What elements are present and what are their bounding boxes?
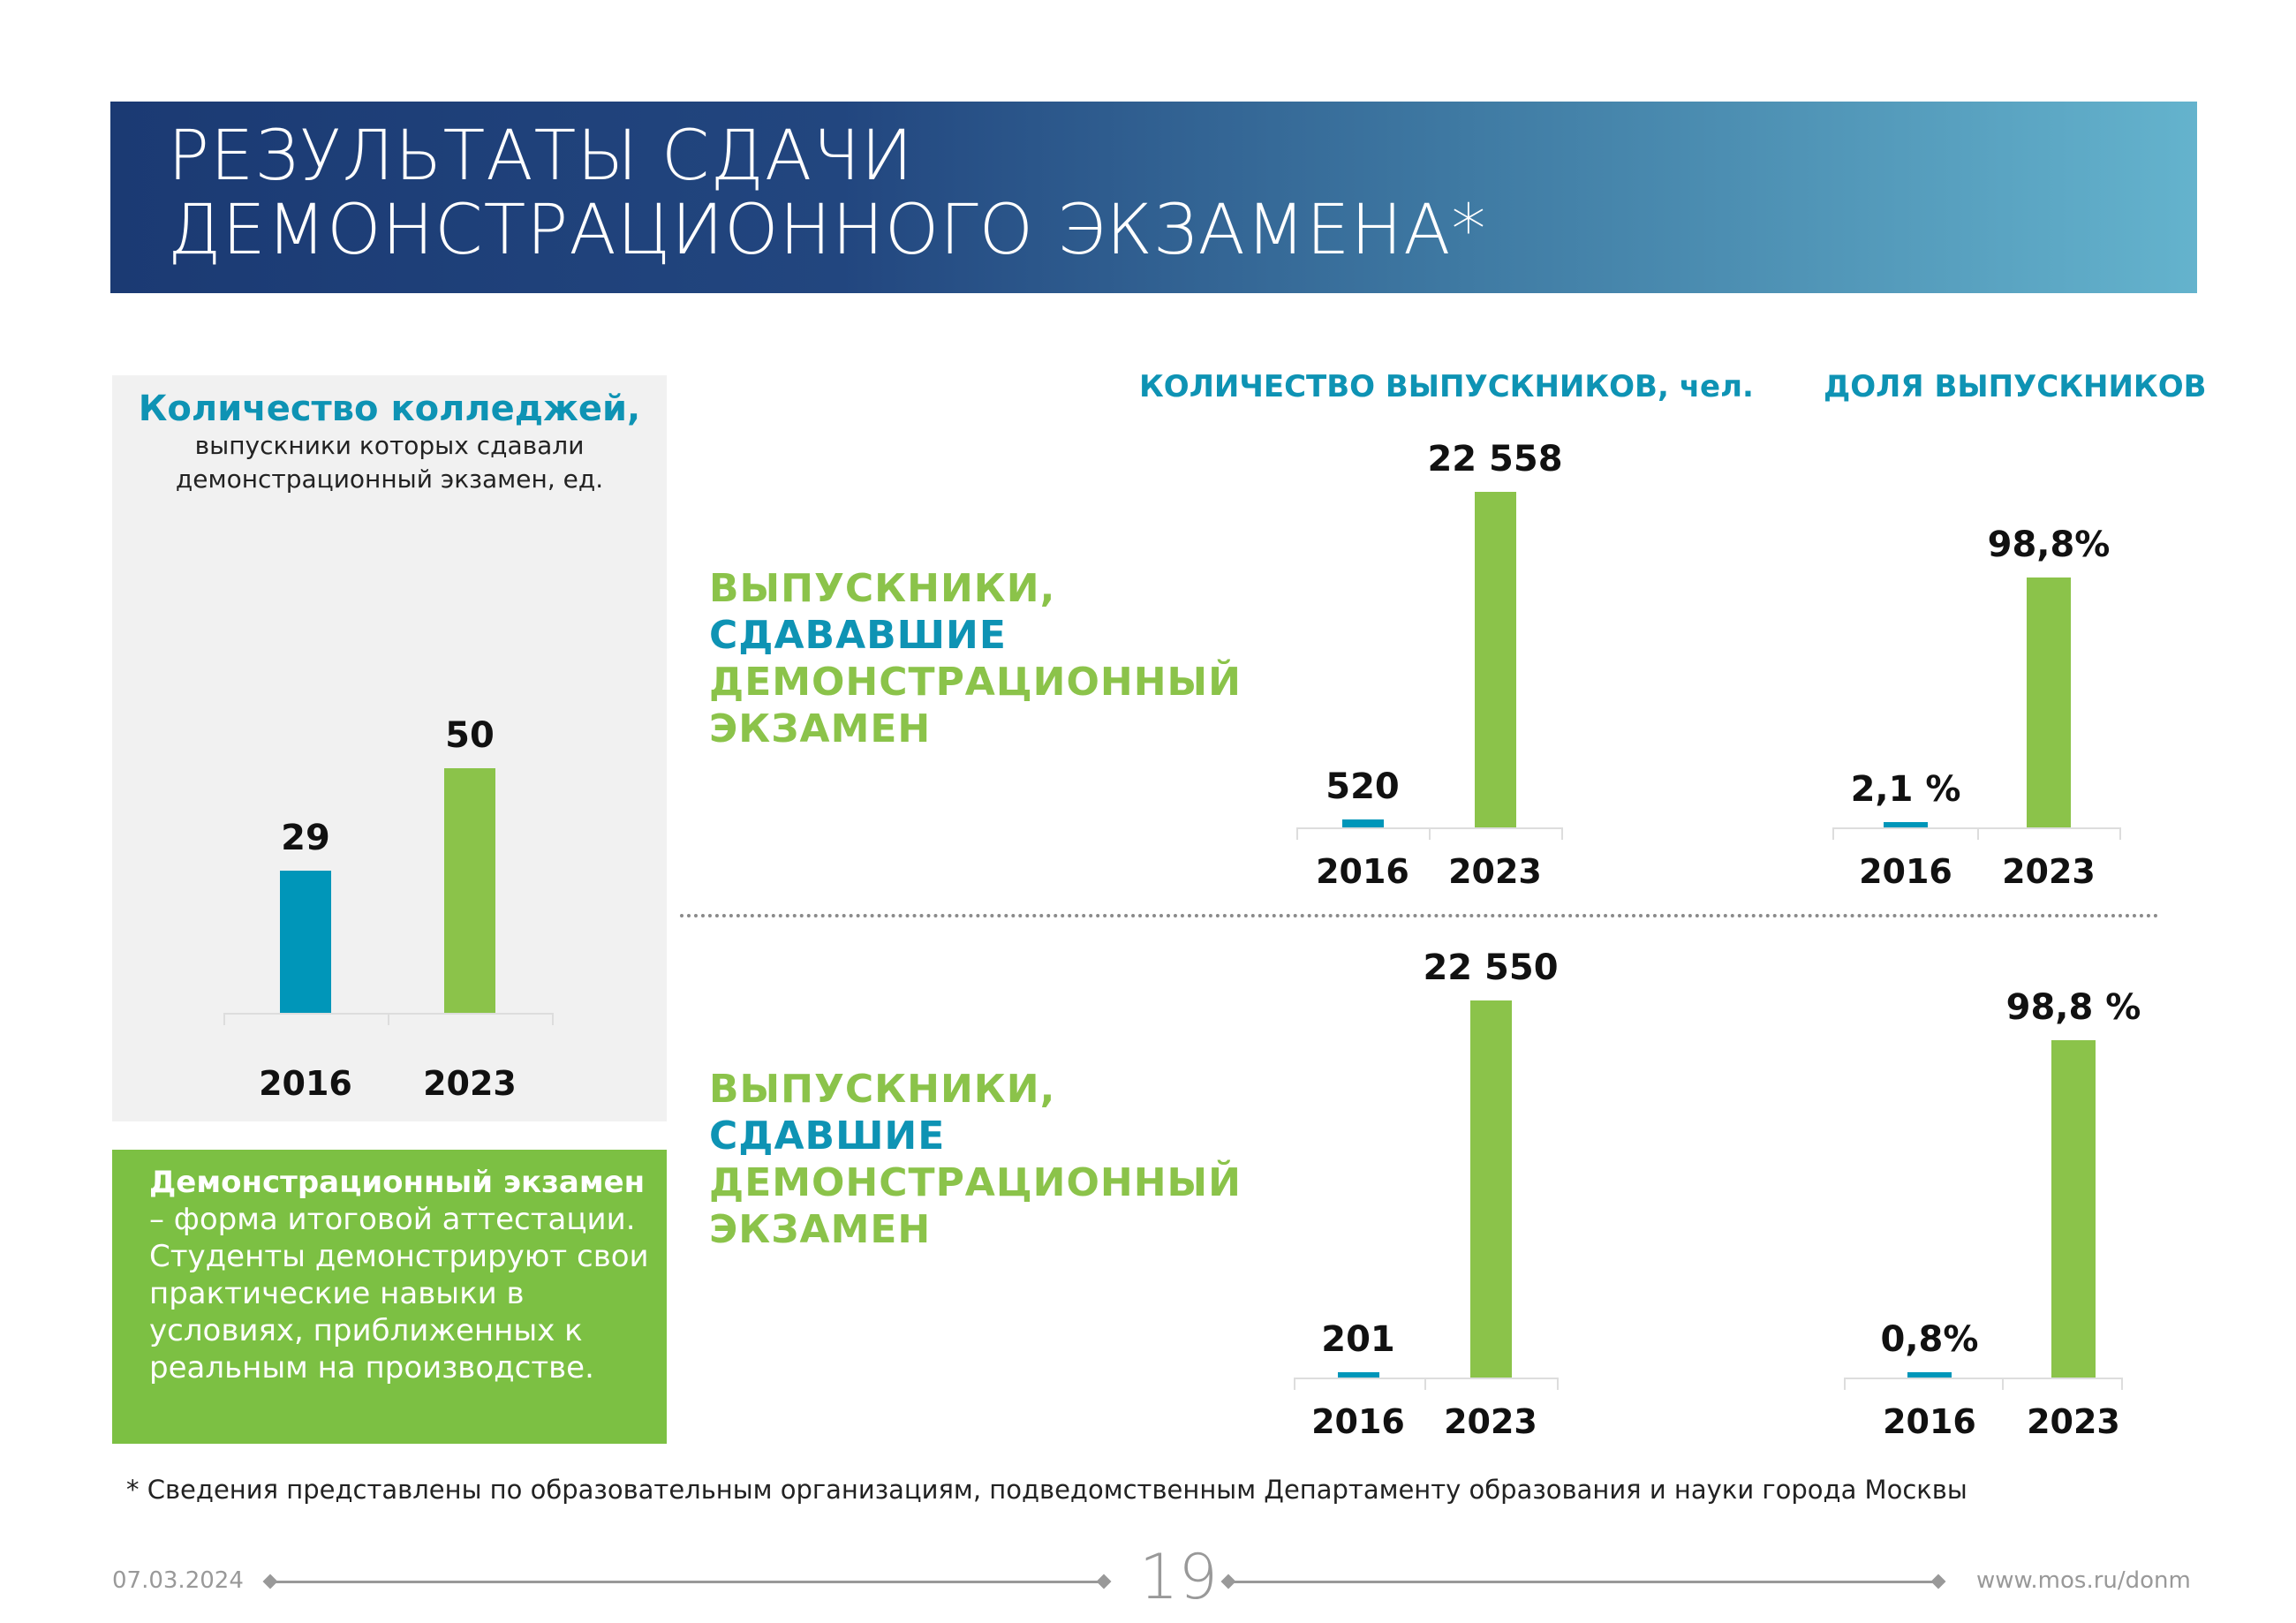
data-label: 2,1 % xyxy=(1850,768,1961,810)
share-section-header: ДОЛЯ ВЫПУСКНИКОВ xyxy=(1824,369,2207,404)
axis-tick xyxy=(1844,1378,1846,1390)
footer-line xyxy=(269,1581,1104,1583)
bar-2023 xyxy=(2051,1040,2096,1378)
axis-tick xyxy=(2119,827,2121,840)
axis-tick xyxy=(2001,1378,2004,1390)
axis-tick xyxy=(1296,827,1298,840)
footer-line xyxy=(1227,1581,1938,1583)
bar-2023 xyxy=(1469,1000,1512,1378)
data-label: 520 xyxy=(1325,766,1400,808)
label-line: ВЫПУСКНИКИ, xyxy=(709,566,1056,611)
label-line: ЭКЗАМЕН xyxy=(709,706,932,751)
axis-tick xyxy=(2121,1378,2123,1390)
colleges-subtitle: выпускники которых сдавали xyxy=(194,431,585,460)
header-banner xyxy=(110,102,2197,293)
diamond-icon xyxy=(1220,1574,1236,1589)
label-line: ДЕМОНСТРАЦИОННЫЙ xyxy=(709,660,1242,705)
data-label: 22 550 xyxy=(1423,947,1559,989)
title-line: ДЕМОНСТРАЦИОННОГО ЭКЗАМЕНА* xyxy=(168,191,1487,270)
colleges-heading: Количество колледжей, выпускники которых… xyxy=(112,389,667,496)
label-line: СДАВАВШИЕ xyxy=(709,613,1007,658)
row2-label: ВЫПУСКНИКИ, СДАВШИЕ ДЕМОНСТРАЦИОННЫЙ ЭКЗ… xyxy=(709,1066,1242,1253)
label-line: СДАВШИЕ xyxy=(709,1113,946,1159)
row-divider xyxy=(680,914,2159,917)
axis-tick xyxy=(223,1013,225,1025)
x-tick-label: 2016 xyxy=(259,1064,352,1103)
colleges-subtitle: демонстрационный экзамен, ед. xyxy=(175,464,604,494)
label-line: ЭКЗАМЕН xyxy=(709,1207,932,1252)
axis-tick xyxy=(1557,1378,1559,1390)
bar-2023 xyxy=(444,768,495,1013)
data-label: 22 558 xyxy=(1427,439,1563,479)
footer-date: 07.03.2024 xyxy=(112,1567,244,1594)
diamond-icon xyxy=(1096,1574,1112,1589)
label-line: ДЕМОНСТРАЦИОННЫЙ xyxy=(709,1160,1242,1205)
data-label: 98,8 % xyxy=(2005,987,2141,1028)
definition-box: Демонстрационный экзамен – форма итогово… xyxy=(112,1150,667,1444)
definition-text: Студенты демонстрируют свои практические… xyxy=(149,1239,649,1385)
bar-2016 xyxy=(1884,821,1928,827)
data-label: 98,8% xyxy=(1987,525,2111,565)
x-tick-label: 2023 xyxy=(1444,1402,1537,1441)
footnote: * Сведения представлены по образовательн… xyxy=(126,1475,1967,1505)
bar-2016 xyxy=(280,871,331,1013)
axis-tick xyxy=(1294,1378,1295,1390)
page-number: 19 xyxy=(1139,1541,1219,1613)
count-section-header: КОЛИЧЕСТВО ВЫПУСКНИКОВ, чел. xyxy=(1139,369,1754,404)
axis-tick xyxy=(388,1013,389,1025)
bar-2016 xyxy=(1907,1372,1952,1378)
data-label: 201 xyxy=(1321,1319,1395,1360)
x-tick-label: 2023 xyxy=(2027,1402,2120,1441)
label-line: ВЫПУСКНИКИ, xyxy=(709,1067,1056,1112)
diamond-icon xyxy=(262,1574,278,1589)
diamond-icon xyxy=(1930,1574,1946,1589)
x-tick-label: 2016 xyxy=(1883,1402,1976,1441)
bar-2016 xyxy=(1337,1372,1379,1378)
axis-tick xyxy=(1977,827,1979,840)
bar-2023 xyxy=(2027,577,2071,827)
footer-url: www.mos.ru/donm xyxy=(1976,1567,2191,1594)
x-tick-label: 2023 xyxy=(1448,852,1542,891)
data-label: 0,8% xyxy=(1880,1319,1979,1360)
x-tick-label: 2023 xyxy=(423,1064,517,1103)
chart-axis xyxy=(1844,1378,2121,1379)
x-tick-label: 2016 xyxy=(1859,852,1952,891)
x-tick-label: 2016 xyxy=(1311,1402,1405,1441)
data-label: 50 xyxy=(445,715,495,756)
axis-tick xyxy=(1429,827,1431,840)
x-tick-label: 2016 xyxy=(1316,852,1409,891)
colleges-panel xyxy=(112,375,667,1121)
definition-term: Демонстрационный экзамен xyxy=(149,1165,646,1200)
page-title: РЕЗУЛЬТАТЫ СДАЧИ ДЕМОНСТРАЦИОННОГО ЭКЗАМ… xyxy=(168,119,1486,268)
row1-label: ВЫПУСКНИКИ, СДАВАВШИЕ ДЕМОНСТРАЦИОННЫЙ Э… xyxy=(709,565,1242,752)
chart-axis xyxy=(1832,827,2119,829)
colleges-title: Количество колледжей, xyxy=(138,389,641,429)
axis-tick xyxy=(1832,827,1834,840)
axis-tick xyxy=(552,1013,554,1025)
definition-text: – форма итоговой аттестации. xyxy=(149,1202,636,1237)
bar-2023 xyxy=(1474,492,1516,827)
axis-tick xyxy=(1561,827,1563,840)
data-label: 29 xyxy=(281,818,330,859)
title-line: РЕЗУЛЬТАТЫ СДАЧИ xyxy=(168,117,914,196)
bar-2016 xyxy=(1341,819,1384,827)
axis-tick xyxy=(1424,1378,1426,1390)
x-tick-label: 2023 xyxy=(2002,852,2096,891)
